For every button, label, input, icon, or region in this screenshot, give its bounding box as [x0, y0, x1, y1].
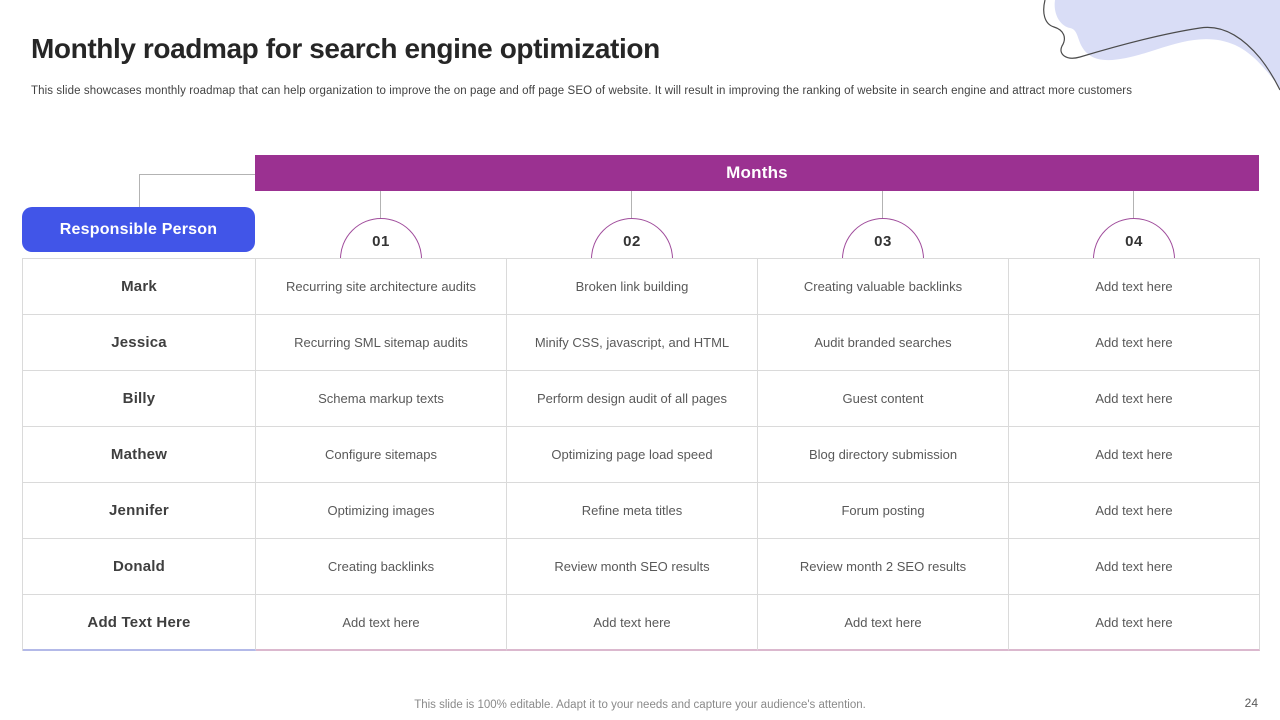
slide-title[interactable]: Monthly roadmap for search engine optimi…: [31, 33, 660, 64]
month-circle-01[interactable]: 01: [339, 218, 423, 258]
person-cell[interactable]: Add Text Here: [23, 595, 256, 651]
task-cell[interactable]: Review month SEO results: [507, 539, 758, 595]
task-cell[interactable]: Optimizing images: [256, 483, 507, 539]
task-cell[interactable]: Creating valuable backlinks: [758, 259, 1009, 315]
month-number: 04: [1125, 233, 1143, 250]
task-cell[interactable]: Minify CSS, javascript, and HTML: [507, 315, 758, 371]
blob-shape-icon: [1043, 0, 1280, 91]
connector-month-4: [1133, 191, 1134, 221]
task-cell[interactable]: Add text here: [1009, 315, 1260, 371]
month-circle-02[interactable]: 02: [590, 218, 674, 258]
connector-person-horizontal: [139, 174, 255, 175]
task-cell[interactable]: Recurring SML sitemap audits: [256, 315, 507, 371]
month-number: 01: [372, 233, 390, 250]
months-header-bar[interactable]: Months: [255, 155, 1259, 191]
month-circle-03[interactable]: 03: [841, 218, 925, 258]
task-cell[interactable]: Audit branded searches: [758, 315, 1009, 371]
task-cell[interactable]: Add text here: [1009, 539, 1260, 595]
task-cell[interactable]: Add text here: [1009, 427, 1260, 483]
person-cell[interactable]: Mark: [23, 259, 256, 315]
connector-month-1: [380, 191, 381, 221]
task-cell[interactable]: Blog directory submission: [758, 427, 1009, 483]
task-cell[interactable]: Forum posting: [758, 483, 1009, 539]
decorative-blob: [1040, 0, 1280, 110]
month-number: 02: [623, 233, 641, 250]
person-cell[interactable]: Mathew: [23, 427, 256, 483]
person-cell[interactable]: Jessica: [23, 315, 256, 371]
connector-person-vertical: [139, 174, 140, 207]
connector-month-2: [631, 191, 632, 221]
month-number: 03: [874, 233, 892, 250]
month-circle-04[interactable]: 04: [1092, 218, 1176, 258]
task-cell[interactable]: Add text here: [256, 595, 507, 651]
task-cell[interactable]: Review month 2 SEO results: [758, 539, 1009, 595]
task-cell[interactable]: Optimizing page load speed: [507, 427, 758, 483]
task-cell[interactable]: Add text here: [758, 595, 1009, 651]
task-cell[interactable]: Add text here: [1009, 371, 1260, 427]
task-cell[interactable]: Add text here: [1009, 595, 1260, 651]
responsible-person-header[interactable]: Responsible Person: [22, 207, 255, 252]
task-cell[interactable]: Guest content: [758, 371, 1009, 427]
person-cell[interactable]: Donald: [23, 539, 256, 595]
person-cell[interactable]: Billy: [23, 371, 256, 427]
task-cell[interactable]: Configure sitemaps: [256, 427, 507, 483]
task-cell[interactable]: Add text here: [507, 595, 758, 651]
slide-footer-note: This slide is 100% editable. Adapt it to…: [414, 699, 866, 711]
task-cell[interactable]: Broken link building: [507, 259, 758, 315]
task-cell[interactable]: Add text here: [1009, 259, 1260, 315]
task-cell[interactable]: Schema markup texts: [256, 371, 507, 427]
task-cell[interactable]: Creating backlinks: [256, 539, 507, 595]
task-cell[interactable]: Add text here: [1009, 483, 1260, 539]
roadmap-table: Mark Recurring site architecture audits …: [22, 258, 1260, 651]
person-cell[interactable]: Jennifer: [23, 483, 256, 539]
task-cell[interactable]: Recurring site architecture audits: [256, 259, 507, 315]
slide-subtitle[interactable]: This slide showcases monthly roadmap tha…: [31, 85, 1133, 97]
responsible-person-label: Responsible Person: [59, 220, 218, 238]
task-cell[interactable]: Refine meta titles: [507, 483, 758, 539]
task-cell[interactable]: Perform design audit of all pages: [507, 371, 758, 427]
page-number: 24: [1244, 696, 1258, 710]
connector-month-3: [882, 191, 883, 221]
months-header-label: Months: [726, 163, 788, 182]
